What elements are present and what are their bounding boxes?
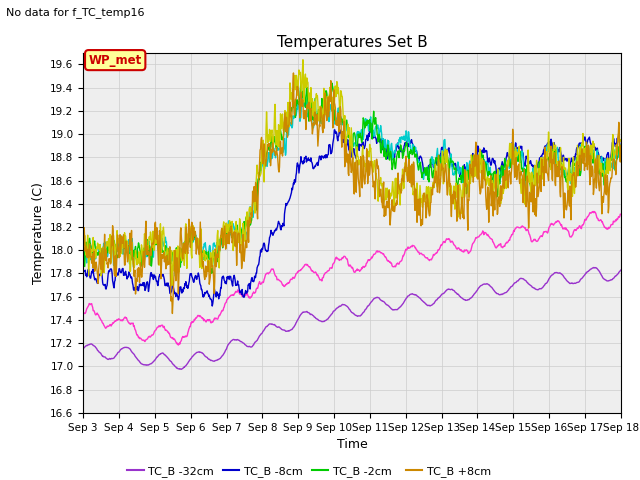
TC_B -32cm [617,267,625,273]
TC_B -16cm [357,266,365,272]
TC_B -4cm [583,143,591,149]
Line: TC_B -32cm: TC_B -32cm [83,267,621,369]
TC_B -4cm [469,158,477,164]
TC_B +8cm [280,131,287,136]
TC_B -8cm [79,269,87,275]
TC_B +4cm [299,57,307,63]
TC_B +8cm [79,247,87,253]
TC_B -16cm [280,283,287,288]
TC_B +8cm [583,146,591,152]
Line: TC_B -4cm: TC_B -4cm [83,97,621,276]
TC_B +8cm [222,242,230,248]
TC_B -16cm [79,311,87,317]
TC_B -16cm [582,216,590,222]
TC_B -32cm [468,294,476,300]
TC_B -8cm [280,222,287,228]
TC_B -8cm [357,143,365,148]
Text: No data for f_TC_temp16: No data for f_TC_temp16 [6,7,145,18]
TC_B -32cm [79,346,87,352]
TC_B -2cm [222,235,230,241]
TC_B +8cm [150,241,157,247]
TC_B -4cm [79,251,87,257]
Line: TC_B -16cm: TC_B -16cm [83,212,621,345]
TC_B -8cm [366,127,374,132]
Text: WP_met: WP_met [88,54,142,67]
TC_B +8cm [290,70,298,76]
TC_B +4cm [617,138,625,144]
Line: TC_B +8cm: TC_B +8cm [83,73,621,313]
TC_B -32cm [357,312,365,318]
TC_B -2cm [297,80,305,85]
TC_B -32cm [177,366,185,372]
TC_B -32cm [280,327,287,333]
TC_B -2cm [280,134,287,140]
TC_B +8cm [358,180,365,186]
TC_B +8cm [168,311,176,316]
TC_B -8cm [150,276,157,282]
TC_B -4cm [280,146,287,152]
TC_B -32cm [590,264,598,270]
Y-axis label: Temperature (C): Temperature (C) [31,182,45,284]
TC_B +4cm [583,159,591,165]
TC_B -2cm [79,244,87,250]
TC_B -4cm [172,273,179,279]
TC_B -4cm [150,254,157,260]
TC_B -16cm [150,331,157,337]
TC_B +4cm [150,230,157,236]
TC_B -4cm [222,237,230,242]
TC_B -16cm [222,300,230,305]
TC_B -2cm [208,270,216,276]
TC_B -4cm [358,127,365,132]
Line: TC_B -2cm: TC_B -2cm [83,83,621,273]
TC_B +4cm [222,220,230,226]
TC_B -8cm [583,141,591,146]
TC_B -2cm [583,150,591,156]
TC_B -4cm [617,143,625,148]
TC_B -32cm [150,359,157,364]
TC_B +4cm [168,283,176,288]
TC_B -2cm [617,146,625,152]
TC_B -8cm [222,281,230,287]
TC_B -8cm [617,144,625,149]
TC_B +4cm [79,240,87,246]
TC_B -8cm [209,303,216,309]
TC_B -16cm [468,241,476,247]
TC_B -32cm [582,270,590,276]
TC_B -16cm [591,209,598,215]
TC_B +8cm [617,143,625,148]
Legend: TC_B -32cm, TC_B -16cm, TC_B -8cm, TC_B -4cm, TC_B -2cm, TC_B +4cm, TC_B +8cm: TC_B -32cm, TC_B -16cm, TC_B -8cm, TC_B … [123,462,495,480]
Line: TC_B +4cm: TC_B +4cm [83,60,621,286]
TC_B -2cm [469,153,477,159]
TC_B -32cm [222,347,230,352]
X-axis label: Time: Time [337,438,367,451]
TC_B -16cm [175,342,182,348]
TC_B -2cm [358,139,365,145]
Line: TC_B -8cm: TC_B -8cm [83,130,621,306]
Title: Temperatures Set B: Temperatures Set B [276,35,428,50]
TC_B -4cm [299,95,307,100]
TC_B +8cm [469,158,477,164]
TC_B +4cm [358,167,365,173]
TC_B -8cm [469,151,477,156]
TC_B -16cm [617,211,625,217]
TC_B -2cm [150,240,157,245]
TC_B +4cm [280,128,287,133]
TC_B +4cm [469,160,477,166]
